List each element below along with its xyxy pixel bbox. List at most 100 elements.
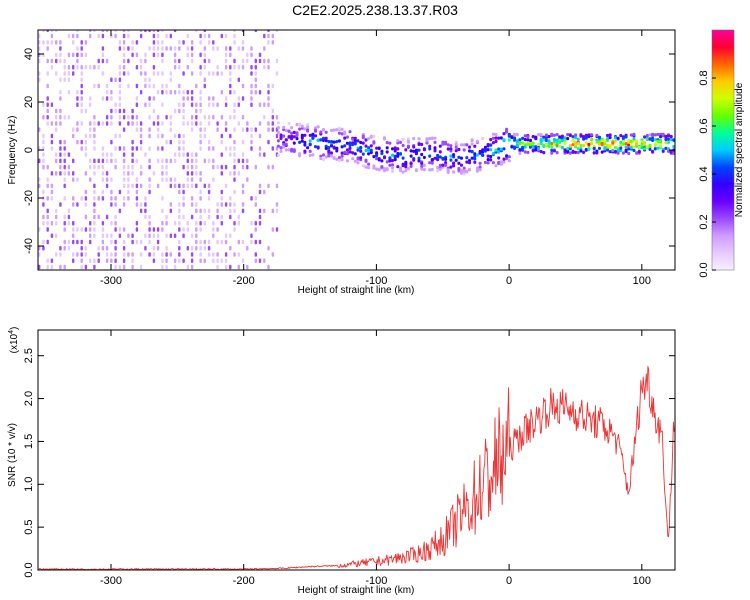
heatmap-cell [237,239,240,245]
heatmap-cell [367,148,371,152]
heatmap-cell [105,246,109,251]
heatmap-cell [351,141,355,145]
heatmap-cell [72,221,75,226]
heatmap-cell [282,125,286,129]
heatmap-cell [263,102,266,107]
heatmap-cell [497,161,501,166]
heatmap-cell [182,121,185,126]
heatmap-cell [173,177,177,182]
heatmap-cell [122,258,126,263]
heatmap-cell [203,46,206,51]
heatmap-cell [308,142,312,146]
heatmap-cell [212,258,215,263]
heatmap-cell [114,214,117,220]
heatmap-cell [50,171,54,176]
heatmap-cell [229,77,232,82]
heatmap-cell [284,138,288,142]
heatmap-cell [279,133,283,137]
heatmap-cell [216,121,219,126]
heatmap-cell [50,264,54,270]
heatmap-cell [76,30,79,33]
heatmap-cell [131,52,134,58]
heatmap-cell [216,202,219,207]
heatmap-cell [105,252,109,257]
heatmap-cell [186,183,189,189]
heatmap-cell [582,135,586,139]
heatmap-cell [190,96,194,101]
heatmap-cell [152,258,156,263]
heatmap-cell [635,139,639,143]
heatmap-cell [558,140,562,144]
heatmap-cell [148,77,151,82]
heatmap-cell [322,158,325,162]
heatmap-cell [93,264,96,270]
heatmap-cell [55,158,58,164]
heatmap-cell [114,202,117,207]
heatmap-cell [182,152,185,157]
heatmap-cell [178,227,181,232]
heatmap-cell [606,133,609,138]
heatmap-cell [606,137,609,141]
heatmap-cell [207,196,211,201]
heatmap-cell [462,148,466,152]
heatmap-cell [537,143,540,147]
heatmap-cell [441,156,445,161]
heatmap-cell [295,137,299,141]
heatmap-cell [59,202,62,207]
heatmap-cell [76,177,79,182]
colorbar-tick-label: 0.6 [698,118,710,133]
heatmap-cell [173,52,177,58]
heatmap-cell [470,138,474,142]
heatmap-cell [152,65,156,70]
heatmap-cell [502,160,506,164]
heatmap-cell [383,156,386,160]
heatmap-cell [199,214,202,220]
heatmap-cell [135,158,139,164]
heatmap-cell [335,146,339,150]
heatmap-cell [118,189,122,195]
heatmap-cell [122,202,126,207]
heatmap-cell [250,46,253,51]
heatmap-cell [276,126,280,130]
heatmap-cell [322,128,325,132]
heatmap-cell [284,128,288,133]
heatmap-cell [63,239,66,245]
heatmap-cell [473,157,477,161]
heatmap-cell [152,108,156,114]
heatmap-cell [560,138,564,143]
heatmap-cell [542,151,546,155]
heatmap-cell [258,121,262,126]
heatmap-cell [216,102,219,107]
heatmap-cell [207,115,211,120]
heatmap-cell [233,33,236,39]
heatmap-cell [348,141,352,145]
heatmap-cell [84,214,88,220]
heatmap-cell [433,140,437,144]
heatmap-cell [38,40,41,45]
heatmap-cell [624,135,628,139]
heatmap-cell [502,147,506,151]
heatmap-cell [619,148,623,153]
heatmap-cell [122,227,126,232]
heatmap-cell [76,252,79,257]
x-tick-label: -200 [233,575,255,587]
heatmap-cell [114,158,117,164]
heatmap-cell [182,71,185,76]
heatmap-cell [97,58,100,64]
heatmap-cell [446,143,450,147]
heatmap-cell [156,30,160,33]
heatmap-cell [282,142,286,146]
heatmap-cell [114,108,117,114]
heatmap-cell [195,30,198,33]
heatmap-cell [606,148,609,152]
heatmap-cell [148,83,151,89]
heatmap-cell [97,252,100,257]
heatmap-cell [237,121,240,126]
heatmap-cell [664,146,668,150]
spectrogram-x-ticks: -300 -200 -100 0 100 [100,30,651,287]
heatmap-cell [38,158,41,164]
heatmap-cell [263,33,266,39]
heatmap-cell [412,149,416,153]
heatmap-cell [178,65,181,70]
